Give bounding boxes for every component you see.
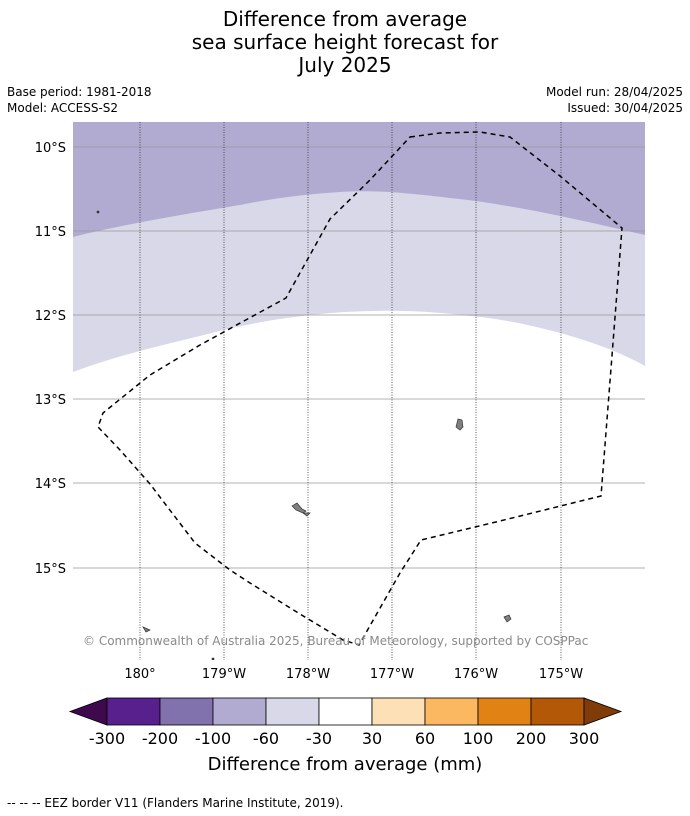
colorbar-extend-low [68,697,108,726]
colorbar-tick-3: -100 [195,729,231,748]
island-rose [455,418,464,431]
colorbar [68,697,623,726]
lat-label-12s: 12°S [35,309,66,324]
islands [96,210,512,660]
map-title: Difference from average sea surface heig… [0,8,690,77]
colorbar-tick-1: -300 [89,729,125,748]
lon-label-180: 180° [124,667,155,682]
lon-label-178w: 178°W [286,667,330,682]
island-dot-south [211,657,215,660]
meta-left: Base period: 1981-2018 Model: ACCESS-S2 [7,84,152,116]
colorbar-tick-8: 100 [463,729,494,748]
colorbar-swatch-4 [265,697,320,726]
lat-label-14s: 14°S [35,477,66,492]
colorbar-swatch-2 [159,697,214,726]
colorbar-tick-labels: -300 -200 -100 -60 -30 30 60 100 200 300 [89,729,599,748]
island-swains [503,614,512,623]
issued-date: Issued: 30/04/2025 [567,101,683,115]
colorbar-extend-high [583,697,623,726]
meta-right: Model run: 28/04/2025 Issued: 30/04/2025 [546,84,683,116]
colorbar-swatch-5 [318,697,373,726]
lon-label-179w: 179°W [202,667,246,682]
lat-label-15s: 15°S [35,562,66,577]
longitude-gridlines [139,122,562,660]
lat-label-10s: 10°S [35,141,66,156]
colorbar-title: Difference from average (mm) [208,754,483,775]
colorbar-swatch-6 [371,697,426,726]
island-southwest [142,626,151,633]
colorbar-swatch-9 [530,697,585,726]
island-dot-north [96,210,100,214]
title-line-1: Difference from average [222,7,468,31]
model-run: Model run: 28/04/2025 [545,85,683,99]
model-name: Model: ACCESS-S2 [7,101,119,115]
colorbar-tick-9: 200 [516,729,547,748]
footer-legend: -- -- -- EEZ border V11 (Flanders Marine… [7,796,344,810]
colorbar-swatch-1 [106,697,161,726]
anomaly-band-dark [73,122,645,237]
lon-label-176w: 176°W [454,667,498,682]
map-area: © Commonwealth of Australia 2025, Bureau… [73,122,645,660]
lon-label-175w: 175°W [539,667,583,682]
latitude-labels: 10°S 11°S 12°S 13°S 14°S 15°S [35,141,66,577]
eez-border [97,131,623,646]
latitude-gridlines [73,146,645,569]
colorbar-tick-4: -60 [253,729,279,748]
longitude-labels: 180° 179°W 178°W 177°W 176°W 175°W [124,667,583,682]
colorbar-swatch-7 [424,697,479,726]
colorbar-tick-5: -30 [306,729,332,748]
lon-label-177w: 177°W [370,667,414,682]
title-line-2: sea surface height forecast for [191,30,499,54]
base-period: Base period: 1981-2018 [7,85,152,99]
island-wallis [291,502,307,514]
colorbar-tick-6: 30 [362,729,382,748]
copyright-credit: © Commonwealth of Australia 2025, Bureau… [83,634,588,648]
lat-label-13s: 13°S [35,393,66,408]
colorbar-swatch-3 [212,697,267,726]
colorbar-tick-7: 60 [415,729,435,748]
island-futuna [301,512,311,517]
colorbar-swatch-8 [477,697,532,726]
title-line-3: July 2025 [298,53,392,77]
colorbar-tick-2: -200 [142,729,178,748]
lat-label-11s: 11°S [35,225,66,240]
colorbar-tick-10: 300 [569,729,600,748]
